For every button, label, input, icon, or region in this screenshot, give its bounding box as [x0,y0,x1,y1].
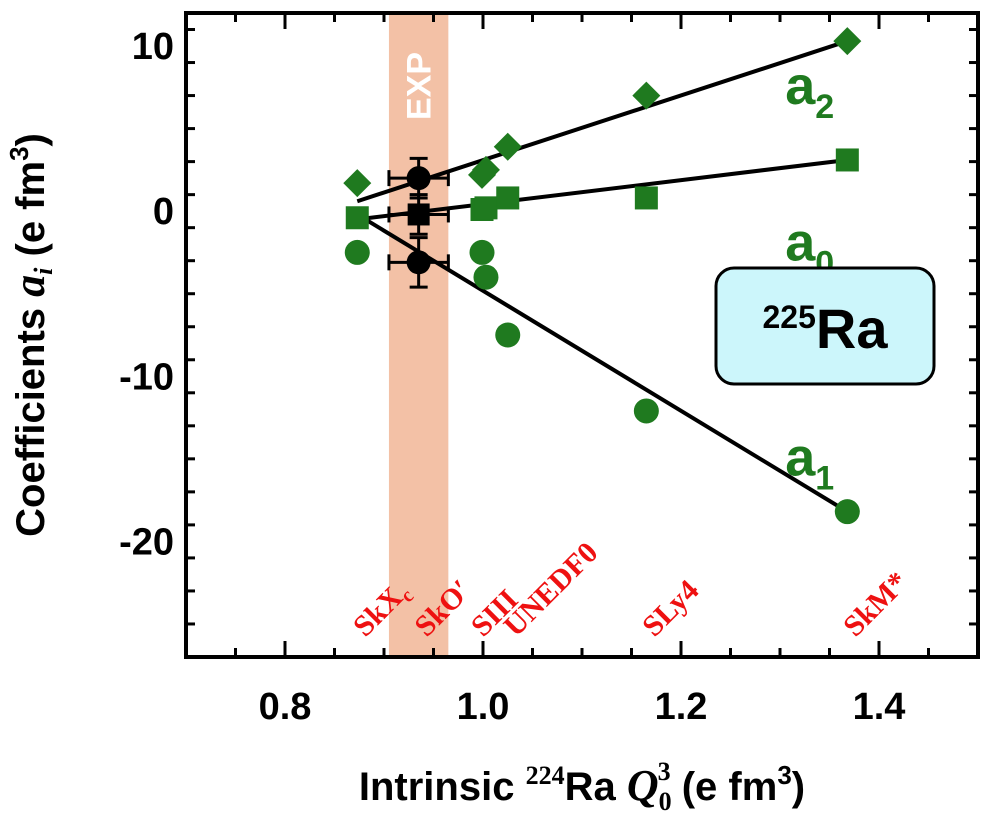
x-tick-label: 1.4 [853,686,906,728]
x-tick-label: 1.0 [457,686,510,728]
point-a2-0 [343,169,372,198]
point-a0-3 [496,186,520,210]
point-a1-3 [495,322,521,348]
fit-line-a2 [356,39,848,204]
exp-band-layer: EXP [388,13,449,657]
model-label-4: SLy4 [636,574,705,643]
y-tick-label: 10 [132,26,174,68]
series-label-a1: a1 [785,427,834,497]
point-a2-2 [471,155,500,184]
point-a2-3 [493,132,522,161]
model-label-5: SkM* [837,565,915,643]
x-axis-title: Intrinsic 224Ra Q03 (e fm3) [359,757,805,816]
point-a1-1 [469,239,495,265]
nucleus-label: 225Ra [763,297,889,360]
experiment-marker [407,203,430,226]
experiment-layer [387,156,450,289]
point-a0-4 [634,186,658,210]
fit-line-a0 [357,157,848,222]
nucleus-box [714,266,936,386]
point-a2-4 [632,81,661,110]
fit-line-a1 [356,212,849,514]
y-tick-label: -20 [119,521,174,563]
point-a1-0 [344,239,370,265]
experiment-marker [406,166,431,191]
point-a0-5 [835,148,859,172]
point-a1-4 [633,398,659,424]
exp-band [388,13,449,657]
exp-band-label: EXP [401,52,439,120]
point-a0-0 [345,206,369,230]
point-a0-2 [474,196,498,220]
point-a2-5 [833,27,862,56]
x-tick-label: 0.8 [259,686,312,728]
experiment-point-2 [387,236,450,289]
axes-layer: 0.8 1.0 1.2 1.4 10 0 -10 -20 Intrinsic 224Ra Q03… [4,11,980,816]
data-points-layer [343,27,862,525]
fit-lines-layer [356,39,849,514]
series-label-a2: a2 [785,56,834,126]
point-a1-2 [473,264,499,290]
experiment-marker [406,250,431,275]
experiment-point-0 [387,156,450,200]
experiment-point-1 [387,193,450,236]
x-tick-label: 1.2 [655,686,708,728]
y-tick-label: 0 [153,191,174,233]
y-tick-label: -10 [119,356,174,398]
point-a1-5 [834,499,860,525]
y-axis-title: Coefficients ai (e fm3) [4,133,58,537]
model-label-3: UNEDF0 [497,536,604,643]
